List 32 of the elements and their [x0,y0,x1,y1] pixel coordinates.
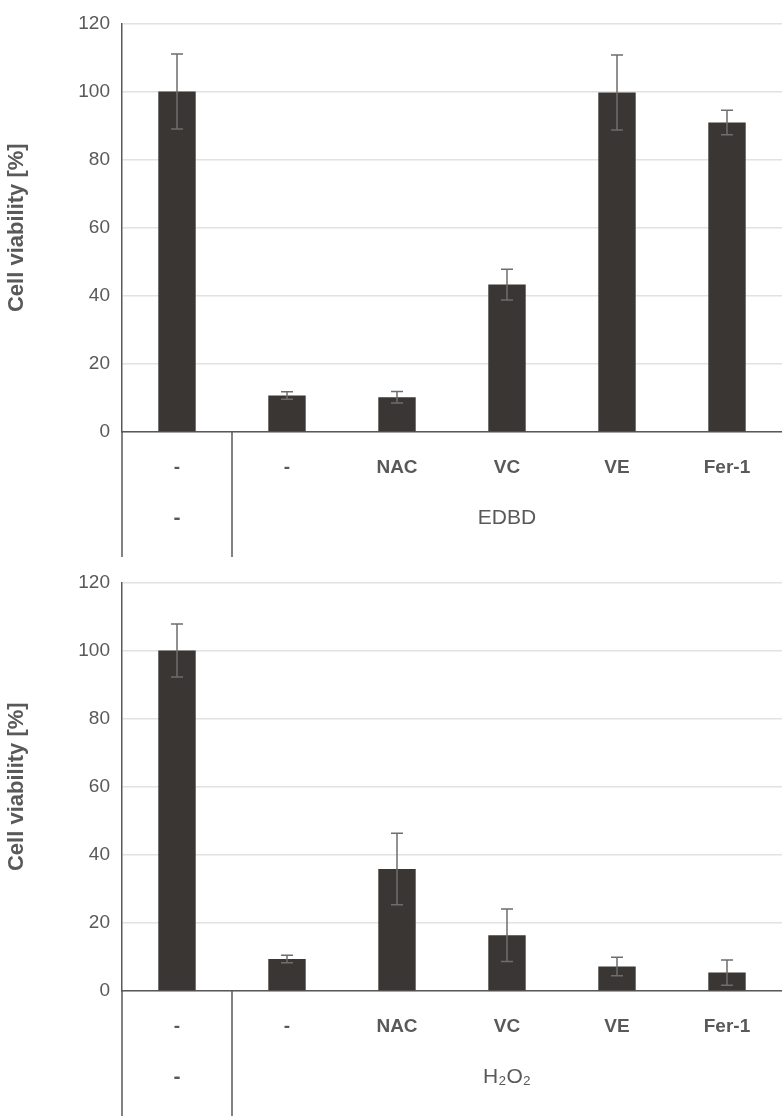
y-axis-title: Cell viability [%] [3,702,29,872]
x-tick-label: VE [604,1014,630,1036]
y-tick-label: 60 [88,774,110,796]
y-tick-label: 120 [78,570,110,592]
x-tick-label: VC [493,1014,521,1036]
x-tick-label: - [283,455,291,477]
text: EDBD [477,504,537,528]
y-tick-label: 120 [78,11,110,33]
x-tick-label: - [173,1014,181,1036]
y-tick-label: 20 [88,911,110,933]
x-tick-label: NAC [376,455,418,477]
y-tick-label: 80 [88,706,110,728]
y-axis-title: Cell viability [%] [3,143,29,313]
x-tick-label: NAC [376,1014,418,1036]
y-tick-label: 40 [88,284,110,306]
x-tick-label: Fer-1 [703,1014,751,1036]
y-tick-label: 20 [88,352,110,374]
y-tick-label: 0 [99,420,110,442]
x-tick-label: - [173,455,181,477]
x-tick-label: VE [604,455,630,477]
text: - [173,1063,181,1087]
y-tick-label: 100 [78,638,110,660]
y-tick-label: 0 [99,979,110,1001]
y-tick-label: 60 [88,215,110,237]
text: - [173,504,181,528]
x-tick-label: Fer-1 [703,455,751,477]
x-tick-label: VC [493,455,521,477]
y-tick-label: 40 [88,843,110,865]
x-tick-label: - [283,1014,291,1036]
y-tick-label: 80 [88,147,110,169]
y-tick-label: 100 [78,79,110,101]
text: H₂O₂ [483,1063,531,1087]
